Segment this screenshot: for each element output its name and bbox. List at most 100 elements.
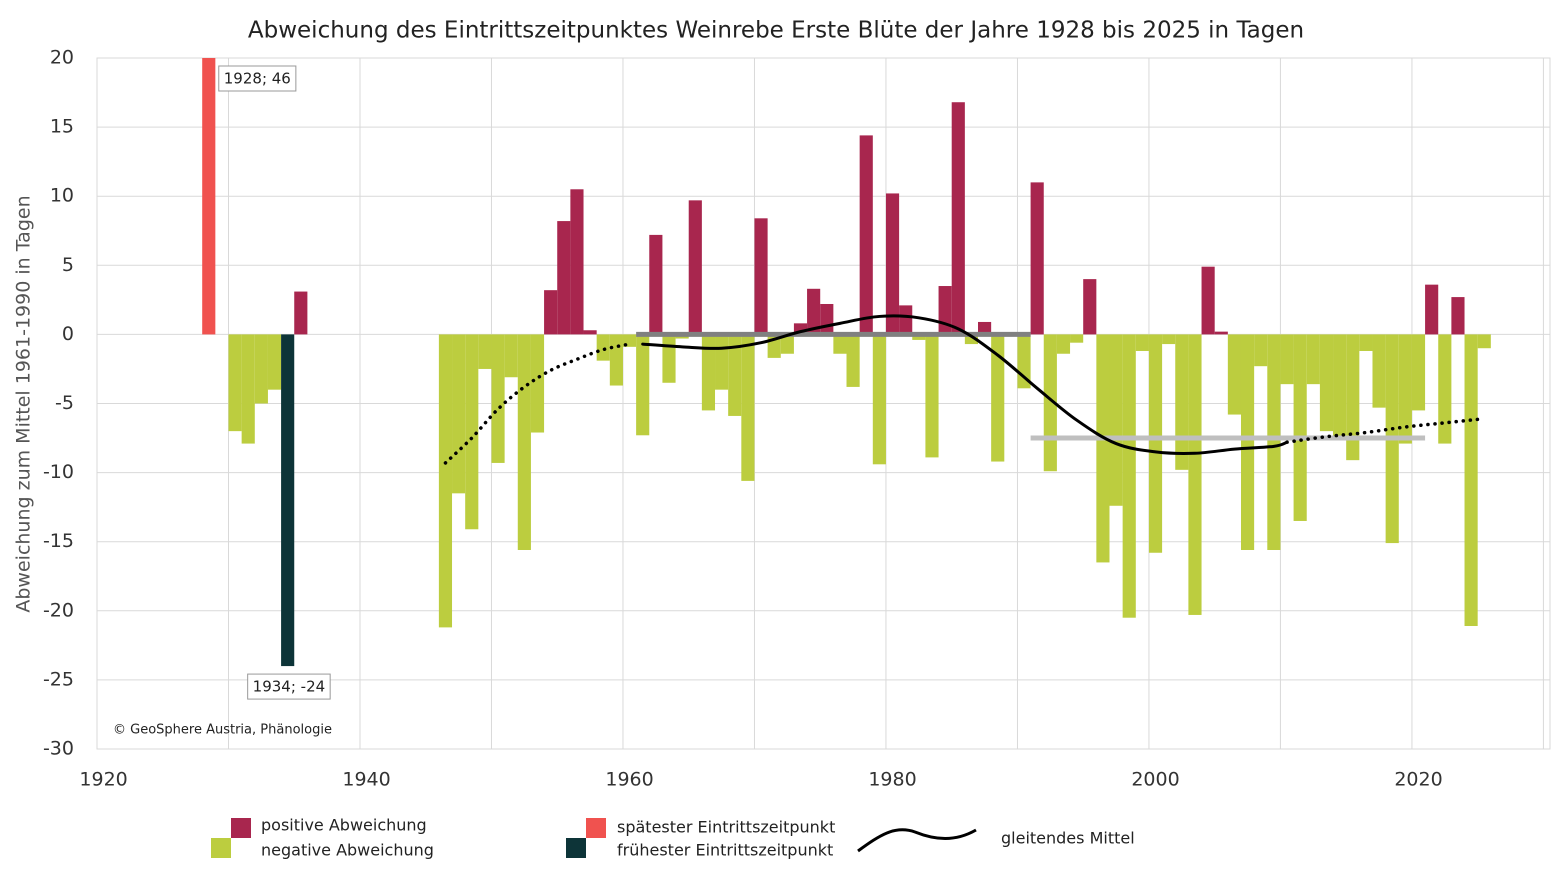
bar: [1148, 334, 1163, 553]
bar: [1346, 334, 1360, 461]
bar: [793, 323, 808, 335]
bar: [741, 334, 755, 481]
bar: [820, 303, 834, 335]
bar: [1319, 334, 1334, 432]
bar: [1464, 334, 1478, 627]
bar: [267, 334, 282, 390]
bar: [1359, 334, 1373, 351]
bar: [1122, 334, 1136, 618]
bar: [938, 286, 952, 335]
bar: [1293, 334, 1307, 521]
legend-swatch: [566, 838, 586, 858]
annotation: 1934; -24: [247, 673, 331, 700]
bar: [688, 200, 702, 335]
bar: [649, 234, 663, 335]
bar: [754, 218, 768, 335]
legend-label: positive Abweichung: [261, 816, 427, 835]
annotation-label: 1928; 46: [224, 70, 291, 88]
legend-label: gleitendes Mittel: [1001, 829, 1135, 848]
x-tick-label: 1920: [79, 769, 127, 791]
bar: [517, 334, 531, 550]
moving-average: [641, 314, 1289, 455]
bar: [1030, 182, 1044, 335]
bar: [294, 291, 308, 335]
bar: [991, 334, 1005, 462]
bar: [1425, 284, 1439, 335]
legend-swatch: [211, 838, 231, 858]
legend-label: spätester Eintrittszeitpunkt: [617, 818, 835, 837]
bar: [478, 334, 492, 369]
legend-label: frühester Eintrittszeitpunkt: [617, 841, 833, 860]
bar: [1240, 334, 1255, 550]
bar: [583, 330, 597, 335]
x-tick-label: 1960: [605, 769, 653, 791]
y-tick-label: -5: [55, 392, 74, 414]
bar: [1280, 334, 1294, 385]
bar: [465, 334, 479, 530]
bar: [1411, 334, 1426, 411]
bar: [636, 334, 650, 436]
bar: [1070, 334, 1084, 343]
source: © GeoSphere Austria, Phänologie: [113, 723, 332, 738]
bar: [925, 334, 939, 458]
annotation-box: [218, 65, 297, 92]
y-tick-label: 5: [62, 254, 74, 276]
y-tick-label: 0: [62, 323, 74, 345]
legend-label: negative Abweichung: [261, 841, 434, 860]
legend-swatch: [586, 818, 606, 838]
bar: [1306, 334, 1320, 385]
bar: [728, 334, 742, 416]
bar: [701, 334, 716, 411]
annotation: 1928; 46: [218, 65, 297, 92]
bar: [1477, 334, 1491, 349]
bar: [872, 334, 886, 465]
bar: [859, 135, 873, 335]
y-axis-label: Abweichung zum Mittel 1961-1990 in Tagen: [13, 195, 35, 612]
bar: [912, 334, 926, 340]
bar: [609, 334, 623, 386]
bar: [899, 305, 913, 335]
y-tick-label: -30: [43, 738, 74, 760]
bar: [1372, 334, 1386, 408]
bar: [1109, 334, 1123, 506]
bar: [254, 334, 268, 404]
bar: [1438, 334, 1452, 444]
bar: [596, 334, 610, 361]
bar: [1083, 279, 1097, 335]
bar: [715, 334, 729, 390]
x-tick-label: 1940: [342, 769, 390, 791]
y-tick-label: -10: [43, 461, 74, 483]
bar: [544, 290, 558, 335]
bar: [557, 221, 571, 335]
bar: [438, 334, 453, 628]
x-tick-label: 2000: [1131, 769, 1179, 791]
bar: [281, 334, 295, 667]
bar: [1398, 334, 1412, 444]
bar: [964, 334, 979, 345]
y-tick-label: 20: [50, 47, 74, 69]
bar: [1214, 331, 1228, 335]
bar: [846, 334, 860, 387]
x-tick-label: 1980: [868, 769, 916, 791]
bar: [1267, 334, 1281, 550]
bar: [1227, 334, 1241, 415]
bar: [1254, 334, 1268, 367]
bar: [491, 334, 505, 463]
legend-line: [857, 828, 977, 853]
legend-swatch: [231, 818, 251, 838]
bar: [807, 288, 821, 335]
bar: [780, 334, 794, 354]
bar: [1201, 266, 1215, 335]
bar: [1333, 334, 1347, 439]
y-tick-label: -20: [43, 599, 74, 621]
moving-average: [1285, 416, 1486, 444]
y-tick-label: 15: [50, 116, 74, 138]
bar: [662, 334, 676, 383]
bar: [570, 189, 584, 335]
bar: [504, 334, 518, 378]
bar: [241, 334, 255, 444]
bar: [1056, 334, 1071, 354]
annotation-label: 1934; -24: [253, 678, 326, 696]
bar: [885, 193, 900, 335]
